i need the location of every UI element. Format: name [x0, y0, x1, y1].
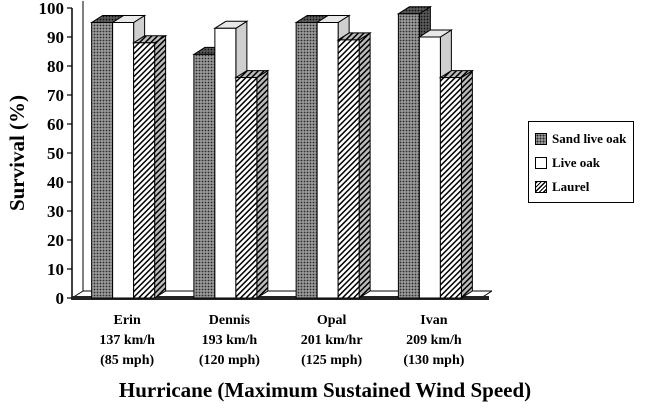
bar-laurel-erin — [131, 34, 168, 299]
y-tick-label: 20 — [47, 231, 64, 250]
legend-item-live-oak: Live oak — [535, 151, 633, 175]
legend-swatch-dots — [535, 133, 547, 145]
x-axis-floor — [72, 296, 489, 300]
legend-swatch-hatch — [535, 181, 547, 193]
x-axis-title: Hurricane (Maximum Sustained Wind Speed) — [118, 378, 532, 402]
chart-legend: Sand live oak Live oak Laurel — [528, 121, 634, 203]
y-axis-title: Survival (%) — [5, 95, 29, 211]
y-tick-label: 60 — [47, 115, 64, 134]
legend-item-laurel: Laurel — [535, 175, 633, 199]
x-tick-label-kmh: 209 km/h — [406, 333, 462, 348]
x-tick-label-mph: (120 mph) — [199, 353, 260, 368]
legend-item-sand-live-oak: Sand live oak — [535, 127, 633, 151]
legend-label: Laurel — [552, 179, 590, 194]
x-tick-label-mph: (130 mph) — [403, 353, 464, 368]
bar-laurel-dennis — [234, 69, 270, 299]
bar-laurel-opal — [336, 31, 372, 299]
x-tick-label-name: Opal — [317, 313, 347, 328]
x-tick-label-name: Ivan — [420, 313, 447, 328]
y-tick-label: 80 — [47, 57, 64, 76]
x-tick-label-kmh: 201 km/hr — [301, 333, 363, 348]
x-tick-label-mph: (125 mph) — [301, 353, 362, 368]
x-tick-label-mph: (85 mph) — [100, 353, 154, 368]
y-tick-label: 50 — [47, 144, 64, 163]
bar-laurel-ivan — [438, 69, 475, 299]
y-tick-label: 70 — [47, 86, 64, 105]
y-tick-label: 0 — [56, 289, 65, 308]
y-tick-label: 10 — [47, 260, 64, 279]
y-tick-label: 30 — [47, 202, 64, 221]
legend-label: Sand live oak — [552, 131, 627, 146]
y-tick-label: 90 — [47, 28, 64, 47]
x-tick-label-name: Dennis — [209, 313, 251, 328]
x-tick-label-kmh: 193 km/h — [202, 333, 258, 348]
legend-label: Live oak — [552, 155, 601, 170]
y-tick-label: 100 — [39, 0, 65, 18]
x-tick-label-name: Erin — [114, 313, 141, 328]
x-tick-label-kmh: 137 km/h — [99, 333, 155, 348]
y-tick-label: 40 — [47, 173, 64, 192]
legend-swatch-white — [535, 157, 547, 169]
